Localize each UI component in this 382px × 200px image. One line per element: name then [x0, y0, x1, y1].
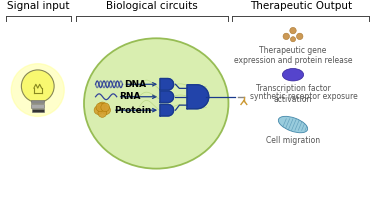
Circle shape [102, 106, 110, 114]
FancyBboxPatch shape [32, 109, 44, 112]
Ellipse shape [11, 64, 64, 116]
FancyBboxPatch shape [31, 100, 44, 103]
Text: DNA: DNA [125, 80, 147, 89]
Circle shape [94, 106, 103, 114]
Ellipse shape [282, 68, 304, 81]
Circle shape [98, 102, 107, 111]
Circle shape [290, 27, 296, 34]
Circle shape [96, 103, 105, 112]
Polygon shape [160, 79, 173, 90]
Text: Transcription factor
activation: Transcription factor activation [256, 84, 330, 104]
Ellipse shape [84, 38, 228, 169]
Polygon shape [160, 104, 173, 116]
Circle shape [98, 109, 107, 117]
Circle shape [101, 103, 110, 112]
Polygon shape [187, 85, 209, 109]
Circle shape [283, 33, 290, 40]
Circle shape [296, 33, 303, 40]
Text: synthetic receptor exposure: synthetic receptor exposure [250, 92, 358, 101]
Text: Therapeutic Output: Therapeutic Output [250, 1, 352, 11]
Text: RNA: RNA [119, 92, 140, 101]
Text: Cell migration: Cell migration [266, 136, 320, 145]
Ellipse shape [278, 116, 308, 133]
Circle shape [21, 70, 54, 103]
Polygon shape [160, 91, 173, 103]
Text: Biological circuits: Biological circuits [105, 1, 197, 11]
Text: Signal input: Signal input [8, 1, 70, 11]
Circle shape [290, 37, 296, 42]
Text: Protein: Protein [114, 106, 151, 115]
FancyBboxPatch shape [31, 104, 44, 108]
Text: Therapeutic gene
expression and protein release: Therapeutic gene expression and protein … [234, 46, 352, 65]
